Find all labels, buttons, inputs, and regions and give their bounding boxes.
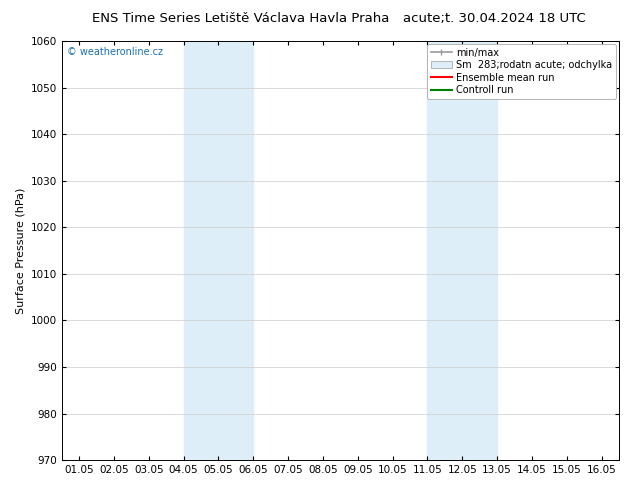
- Bar: [427, 41, 497, 460]
- Text: © weatheronline.cz: © weatheronline.cz: [67, 48, 163, 57]
- Legend: min/max, Sm  283;rodatn acute; odchylka, Ensemble mean run, Controll run: min/max, Sm 283;rodatn acute; odchylka, …: [427, 44, 616, 99]
- Y-axis label: Surface Pressure (hPa): Surface Pressure (hPa): [15, 187, 25, 314]
- Text: acute;t. 30.04.2024 18 UTC: acute;t. 30.04.2024 18 UTC: [403, 12, 586, 25]
- Text: ENS Time Series Letiště Václava Havla Praha: ENS Time Series Letiště Václava Havla Pr…: [92, 12, 390, 25]
- Bar: [184, 41, 253, 460]
